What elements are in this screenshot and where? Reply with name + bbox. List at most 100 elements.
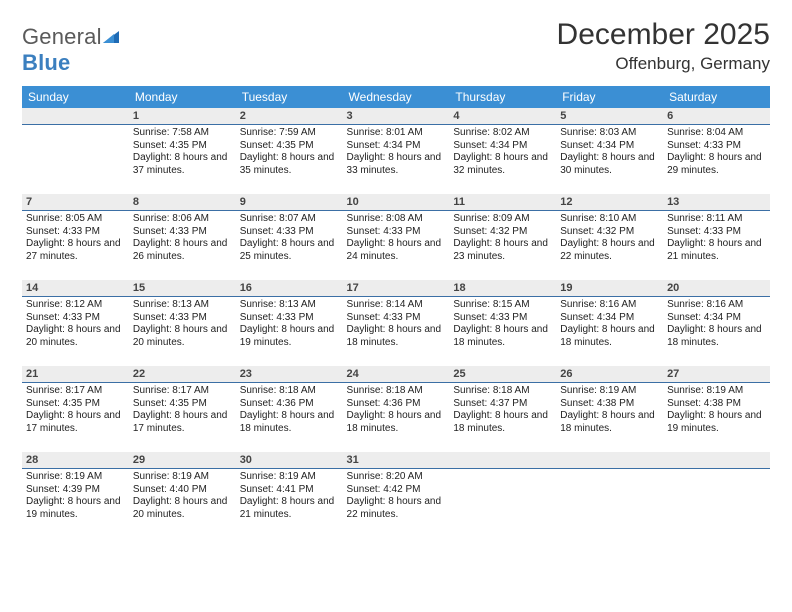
calendar-day-cell: 29Sunrise: 8:19 AMSunset: 4:40 PMDayligh… [129, 452, 236, 538]
calendar-week-row: 14Sunrise: 8:12 AMSunset: 4:33 PMDayligh… [22, 280, 770, 366]
day-number: 16 [236, 280, 343, 297]
day-number: 20 [663, 280, 770, 297]
day-number: 6 [663, 108, 770, 125]
day-number: 13 [663, 194, 770, 211]
day-number: 23 [236, 366, 343, 383]
sunrise-text: Sunrise: 8:17 AM [133, 385, 232, 398]
daylight-text: Daylight: 8 hours and 22 minutes. [560, 238, 659, 263]
sunset-text: Sunset: 4:33 PM [667, 226, 766, 239]
sunrise-text: Sunrise: 8:07 AM [240, 213, 339, 226]
sunset-text: Sunset: 4:38 PM [667, 398, 766, 411]
sunset-text: Sunset: 4:36 PM [347, 398, 446, 411]
day-body: Sunrise: 8:02 AMSunset: 4:34 PMDaylight:… [449, 125, 556, 181]
calendar-day-cell: 15Sunrise: 8:13 AMSunset: 4:33 PMDayligh… [129, 280, 236, 366]
day-number: 24 [343, 366, 450, 383]
day-number: 18 [449, 280, 556, 297]
day-body: Sunrise: 8:18 AMSunset: 4:37 PMDaylight:… [449, 383, 556, 439]
day-number: 21 [22, 366, 129, 383]
daylight-text: Daylight: 8 hours and 20 minutes. [133, 324, 232, 349]
calendar-day-cell: 24Sunrise: 8:18 AMSunset: 4:36 PMDayligh… [343, 366, 450, 452]
calendar-day-cell: 6Sunrise: 8:04 AMSunset: 4:33 PMDaylight… [663, 108, 770, 194]
day-number: 27 [663, 366, 770, 383]
day-body: Sunrise: 8:01 AMSunset: 4:34 PMDaylight:… [343, 125, 450, 181]
calendar-page: General Blue December 2025 Offenburg, Ge… [0, 0, 792, 612]
day-number: 15 [129, 280, 236, 297]
calendar-day-cell: 16Sunrise: 8:13 AMSunset: 4:33 PMDayligh… [236, 280, 343, 366]
sunset-text: Sunset: 4:42 PM [347, 484, 446, 497]
calendar-header-row: Sunday Monday Tuesday Wednesday Thursday… [22, 86, 770, 108]
day-body: Sunrise: 7:58 AMSunset: 4:35 PMDaylight:… [129, 125, 236, 181]
day-number [449, 452, 556, 469]
calendar-day-cell: 19Sunrise: 8:16 AMSunset: 4:34 PMDayligh… [556, 280, 663, 366]
day-number: 30 [236, 452, 343, 469]
daylight-text: Daylight: 8 hours and 21 minutes. [240, 496, 339, 521]
day-body: Sunrise: 8:20 AMSunset: 4:42 PMDaylight:… [343, 469, 450, 525]
sunrise-text: Sunrise: 8:01 AM [347, 127, 446, 140]
daylight-text: Daylight: 8 hours and 29 minutes. [667, 152, 766, 177]
day-body: Sunrise: 8:11 AMSunset: 4:33 PMDaylight:… [663, 211, 770, 267]
daylight-text: Daylight: 8 hours and 24 minutes. [347, 238, 446, 263]
sunset-text: Sunset: 4:32 PM [560, 226, 659, 239]
daylight-text: Daylight: 8 hours and 19 minutes. [26, 496, 125, 521]
day-number [663, 452, 770, 469]
daylight-text: Daylight: 8 hours and 20 minutes. [26, 324, 125, 349]
calendar-day-cell: 25Sunrise: 8:18 AMSunset: 4:37 PMDayligh… [449, 366, 556, 452]
day-number: 3 [343, 108, 450, 125]
day-number: 8 [129, 194, 236, 211]
sunrise-text: Sunrise: 8:18 AM [347, 385, 446, 398]
sunrise-text: Sunrise: 8:19 AM [133, 471, 232, 484]
day-body: Sunrise: 8:10 AMSunset: 4:32 PMDaylight:… [556, 211, 663, 267]
calendar-day-cell: 13Sunrise: 8:11 AMSunset: 4:33 PMDayligh… [663, 194, 770, 280]
brand-logo: General Blue [22, 18, 120, 76]
sunset-text: Sunset: 4:33 PM [26, 312, 125, 325]
daylight-text: Daylight: 8 hours and 19 minutes. [240, 324, 339, 349]
sunrise-text: Sunrise: 8:02 AM [453, 127, 552, 140]
calendar-week-row: 1Sunrise: 7:58 AMSunset: 4:35 PMDaylight… [22, 108, 770, 194]
sunset-text: Sunset: 4:33 PM [133, 312, 232, 325]
sunset-text: Sunset: 4:35 PM [133, 140, 232, 153]
sunrise-text: Sunrise: 8:04 AM [667, 127, 766, 140]
logo-text: General Blue [22, 24, 120, 76]
calendar-day-cell: 17Sunrise: 8:14 AMSunset: 4:33 PMDayligh… [343, 280, 450, 366]
calendar-day-cell: 23Sunrise: 8:18 AMSunset: 4:36 PMDayligh… [236, 366, 343, 452]
day-number: 29 [129, 452, 236, 469]
sunset-text: Sunset: 4:34 PM [560, 312, 659, 325]
day-body: Sunrise: 8:03 AMSunset: 4:34 PMDaylight:… [556, 125, 663, 181]
calendar-day-cell: 9Sunrise: 8:07 AMSunset: 4:33 PMDaylight… [236, 194, 343, 280]
day-number: 9 [236, 194, 343, 211]
sunset-text: Sunset: 4:34 PM [453, 140, 552, 153]
sunset-text: Sunset: 4:39 PM [26, 484, 125, 497]
daylight-text: Daylight: 8 hours and 22 minutes. [347, 496, 446, 521]
calendar-day-cell: 27Sunrise: 8:19 AMSunset: 4:38 PMDayligh… [663, 366, 770, 452]
calendar-day-cell: 7Sunrise: 8:05 AMSunset: 4:33 PMDaylight… [22, 194, 129, 280]
day-number: 22 [129, 366, 236, 383]
day-header: Monday [129, 86, 236, 108]
calendar-day-cell: 14Sunrise: 8:12 AMSunset: 4:33 PMDayligh… [22, 280, 129, 366]
day-body: Sunrise: 8:15 AMSunset: 4:33 PMDaylight:… [449, 297, 556, 353]
sunrise-text: Sunrise: 8:14 AM [347, 299, 446, 312]
calendar-day-cell [556, 452, 663, 538]
day-body: Sunrise: 8:19 AMSunset: 4:41 PMDaylight:… [236, 469, 343, 525]
sunrise-text: Sunrise: 8:05 AM [26, 213, 125, 226]
sunrise-text: Sunrise: 8:15 AM [453, 299, 552, 312]
day-body: Sunrise: 8:16 AMSunset: 4:34 PMDaylight:… [556, 297, 663, 353]
calendar-table: Sunday Monday Tuesday Wednesday Thursday… [22, 86, 770, 538]
calendar-day-cell: 28Sunrise: 8:19 AMSunset: 4:39 PMDayligh… [22, 452, 129, 538]
sunrise-text: Sunrise: 8:12 AM [26, 299, 125, 312]
daylight-text: Daylight: 8 hours and 18 minutes. [560, 410, 659, 435]
day-header: Thursday [449, 86, 556, 108]
sunset-text: Sunset: 4:41 PM [240, 484, 339, 497]
day-body [556, 469, 663, 475]
sunset-text: Sunset: 4:34 PM [347, 140, 446, 153]
daylight-text: Daylight: 8 hours and 18 minutes. [667, 324, 766, 349]
calendar-day-cell: 12Sunrise: 8:10 AMSunset: 4:32 PMDayligh… [556, 194, 663, 280]
day-body: Sunrise: 8:19 AMSunset: 4:39 PMDaylight:… [22, 469, 129, 525]
sunset-text: Sunset: 4:33 PM [347, 312, 446, 325]
sunrise-text: Sunrise: 8:11 AM [667, 213, 766, 226]
sunrise-text: Sunrise: 8:19 AM [26, 471, 125, 484]
sunrise-text: Sunrise: 8:08 AM [347, 213, 446, 226]
sunrise-text: Sunrise: 8:03 AM [560, 127, 659, 140]
day-body [22, 125, 129, 131]
sunrise-text: Sunrise: 8:19 AM [240, 471, 339, 484]
calendar-day-cell: 18Sunrise: 8:15 AMSunset: 4:33 PMDayligh… [449, 280, 556, 366]
